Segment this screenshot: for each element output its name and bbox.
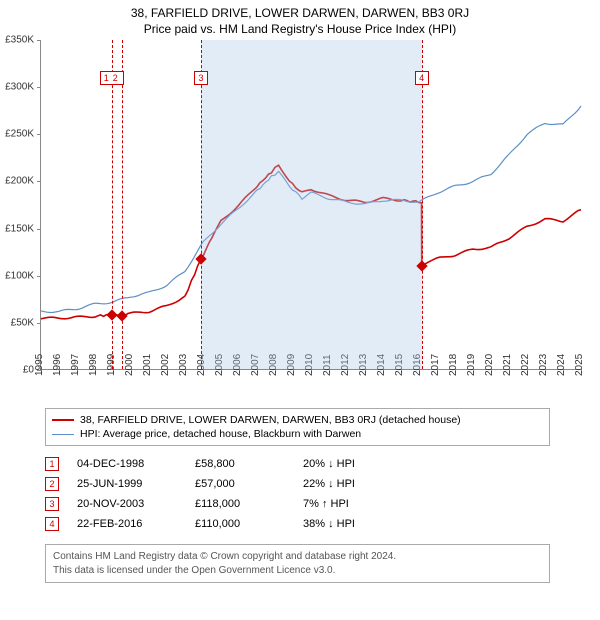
event-row: 2 25-JUN-1999 £57,000 22% ↓ HPI xyxy=(45,474,600,494)
x-axis-label: 1995 xyxy=(34,354,45,376)
event-number-box: 1 xyxy=(45,457,59,471)
x-axis-label: 2020 xyxy=(484,354,495,376)
event-row: 3 20-NOV-2003 £118,000 7% ↑ HPI xyxy=(45,494,600,514)
y-axis-tick xyxy=(37,229,41,230)
event-date: 04-DEC-1998 xyxy=(77,458,177,470)
event-number-box: 3 xyxy=(45,497,59,511)
y-axis-tick xyxy=(37,40,41,41)
y-axis-tick xyxy=(37,134,41,135)
x-axis-label: 2003 xyxy=(178,354,189,376)
event-date: 22-FEB-2016 xyxy=(77,518,177,530)
event-price: £58,800 xyxy=(195,458,285,470)
x-axis-label: 1997 xyxy=(70,354,81,376)
footer-note: Contains HM Land Registry data © Crown c… xyxy=(45,544,550,583)
y-axis-label: £150K xyxy=(0,223,34,234)
x-axis-label: 2022 xyxy=(520,354,531,376)
event-pct: 7% ↑ HPI xyxy=(303,498,423,510)
y-axis-label: £100K xyxy=(0,270,34,281)
y-axis-label: £0 xyxy=(0,365,34,376)
event-price: £118,000 xyxy=(195,498,285,510)
y-axis-tick xyxy=(37,323,41,324)
legend-item: 38, FARFIELD DRIVE, LOWER DARWEN, DARWEN… xyxy=(52,413,543,427)
event-row: 1 04-DEC-1998 £58,800 20% ↓ HPI xyxy=(45,454,600,474)
x-axis-label: 1998 xyxy=(88,354,99,376)
y-axis-label: £250K xyxy=(0,129,34,140)
y-axis-tick xyxy=(37,87,41,88)
chart-subtitle: Price paid vs. HM Land Registry's House … xyxy=(0,20,600,40)
plot-region: £0£50K£100K£150K£200K£250K£300K£350K1995… xyxy=(40,40,580,370)
event-marker-box: 4 xyxy=(415,71,429,85)
footer-line-1: Contains HM Land Registry data © Crown c… xyxy=(53,550,542,564)
y-axis-label: £50K xyxy=(0,317,34,328)
chart-area: £0£50K£100K£150K£200K£250K£300K£350K1995… xyxy=(40,40,600,400)
event-price: £110,000 xyxy=(195,518,285,530)
y-axis-label: £200K xyxy=(0,176,34,187)
legend: 38, FARFIELD DRIVE, LOWER DARWEN, DARWEN… xyxy=(45,408,550,446)
event-vline xyxy=(422,40,423,369)
legend-swatch xyxy=(52,419,74,421)
x-axis-label: 2023 xyxy=(538,354,549,376)
x-axis-label: 2017 xyxy=(430,354,441,376)
y-axis-label: £300K xyxy=(0,82,34,93)
x-axis-label: 2001 xyxy=(142,354,153,376)
event-number-box: 2 xyxy=(45,477,59,491)
events-list: 1 04-DEC-1998 £58,800 20% ↓ HPI 2 25-JUN-1999… xyxy=(45,454,600,534)
legend-swatch xyxy=(52,434,74,435)
page-container: 38, FARFIELD DRIVE, LOWER DARWEN, DARWEN… xyxy=(0,0,600,620)
event-marker-box: 3 xyxy=(194,71,208,85)
event-date: 25-JUN-1999 xyxy=(77,478,177,490)
x-axis-label: 2000 xyxy=(124,354,135,376)
event-pct: 22% ↓ HPI xyxy=(303,478,423,490)
legend-label: HPI: Average price, detached house, Blac… xyxy=(80,428,361,440)
x-axis-label: 2021 xyxy=(502,354,513,376)
event-row: 4 22-FEB-2016 £110,000 38% ↓ HPI xyxy=(45,514,600,534)
legend-label: 38, FARFIELD DRIVE, LOWER DARWEN, DARWEN… xyxy=(80,414,461,426)
x-axis-label: 1996 xyxy=(52,354,63,376)
x-axis-label: 2019 xyxy=(466,354,477,376)
y-axis-tick xyxy=(37,276,41,277)
event-pct: 38% ↓ HPI xyxy=(303,518,423,530)
x-axis-label: 2018 xyxy=(448,354,459,376)
legend-item: HPI: Average price, detached house, Blac… xyxy=(52,427,543,441)
x-axis-label: 2024 xyxy=(556,354,567,376)
event-marker-box: 12 xyxy=(100,71,124,85)
x-axis-label: 2025 xyxy=(574,354,585,376)
y-axis-label: £350K xyxy=(0,35,34,46)
event-price: £57,000 xyxy=(195,478,285,490)
event-number-box: 4 xyxy=(45,517,59,531)
footer-line-2: This data is licensed under the Open Gov… xyxy=(53,564,542,578)
shaded-band xyxy=(201,40,422,369)
event-vline xyxy=(201,40,202,369)
chart-title: 38, FARFIELD DRIVE, LOWER DARWEN, DARWEN… xyxy=(0,0,600,20)
x-axis-label: 2002 xyxy=(160,354,171,376)
y-axis-tick xyxy=(37,181,41,182)
event-date: 20-NOV-2003 xyxy=(77,498,177,510)
event-pct: 20% ↓ HPI xyxy=(303,458,423,470)
